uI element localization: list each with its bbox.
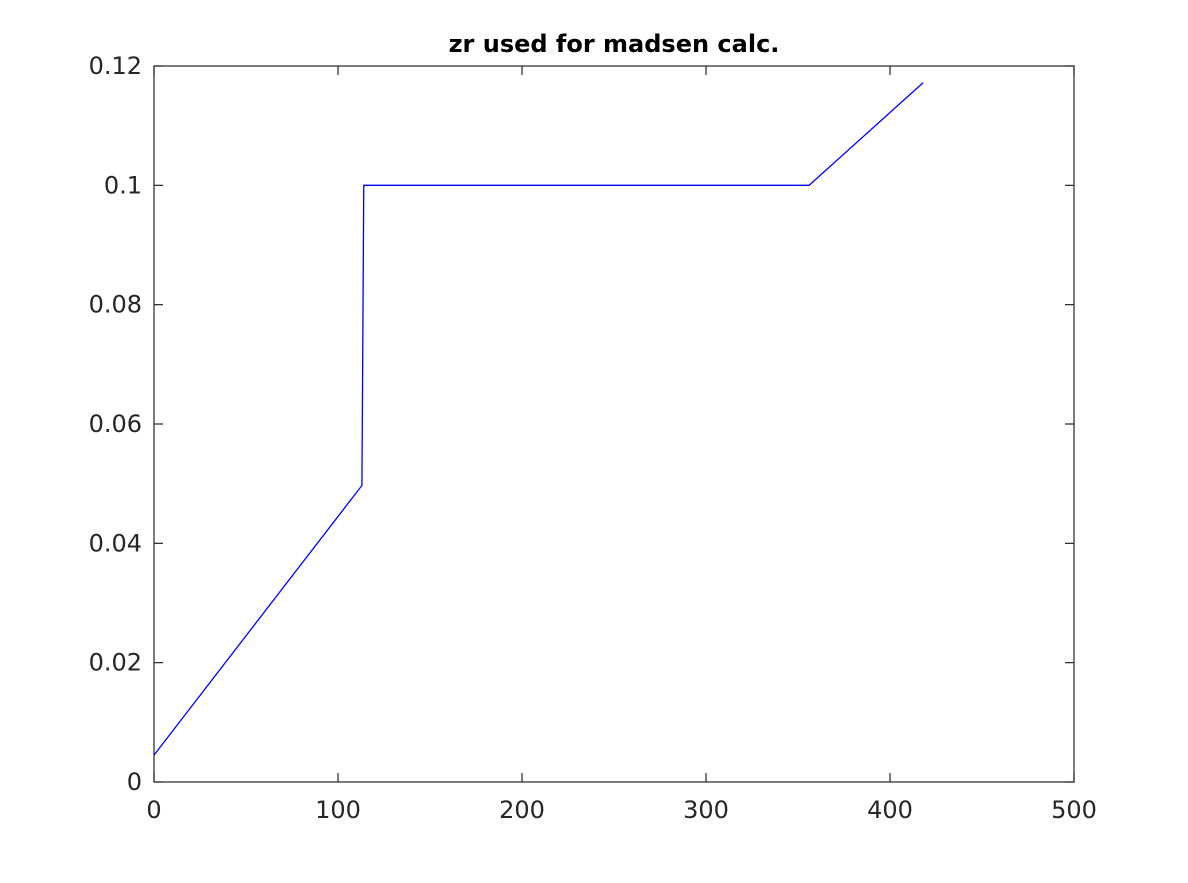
x-tick-label: 100	[315, 796, 361, 824]
series-line-0	[153, 82, 924, 756]
plot-area-frame	[153, 65, 1075, 783]
y-tick-label: 0.08	[89, 291, 142, 319]
series-layer	[153, 82, 924, 756]
y-tick-label: 0.1	[104, 171, 142, 199]
y-tick-label: 0	[127, 768, 142, 796]
y-tick-label: 0.06	[89, 410, 142, 438]
y-tick-label: 0.12	[89, 52, 142, 80]
y-tick-label: 0.04	[89, 529, 142, 557]
x-tick-label: 400	[867, 796, 913, 824]
chart-title: zr used for madsen calc.	[449, 30, 780, 58]
y-axis: 0 0.02 0.04 0.06 0.08 0.1 0.12	[89, 52, 1074, 796]
x-tick-label: 0	[146, 796, 161, 824]
x-axis: 0 100 200 300 400 500	[146, 66, 1097, 824]
x-tick-label: 300	[683, 796, 729, 824]
x-tick-label: 200	[499, 796, 545, 824]
x-tick-label: 500	[1051, 796, 1097, 824]
y-tick-label: 0.02	[89, 649, 142, 677]
